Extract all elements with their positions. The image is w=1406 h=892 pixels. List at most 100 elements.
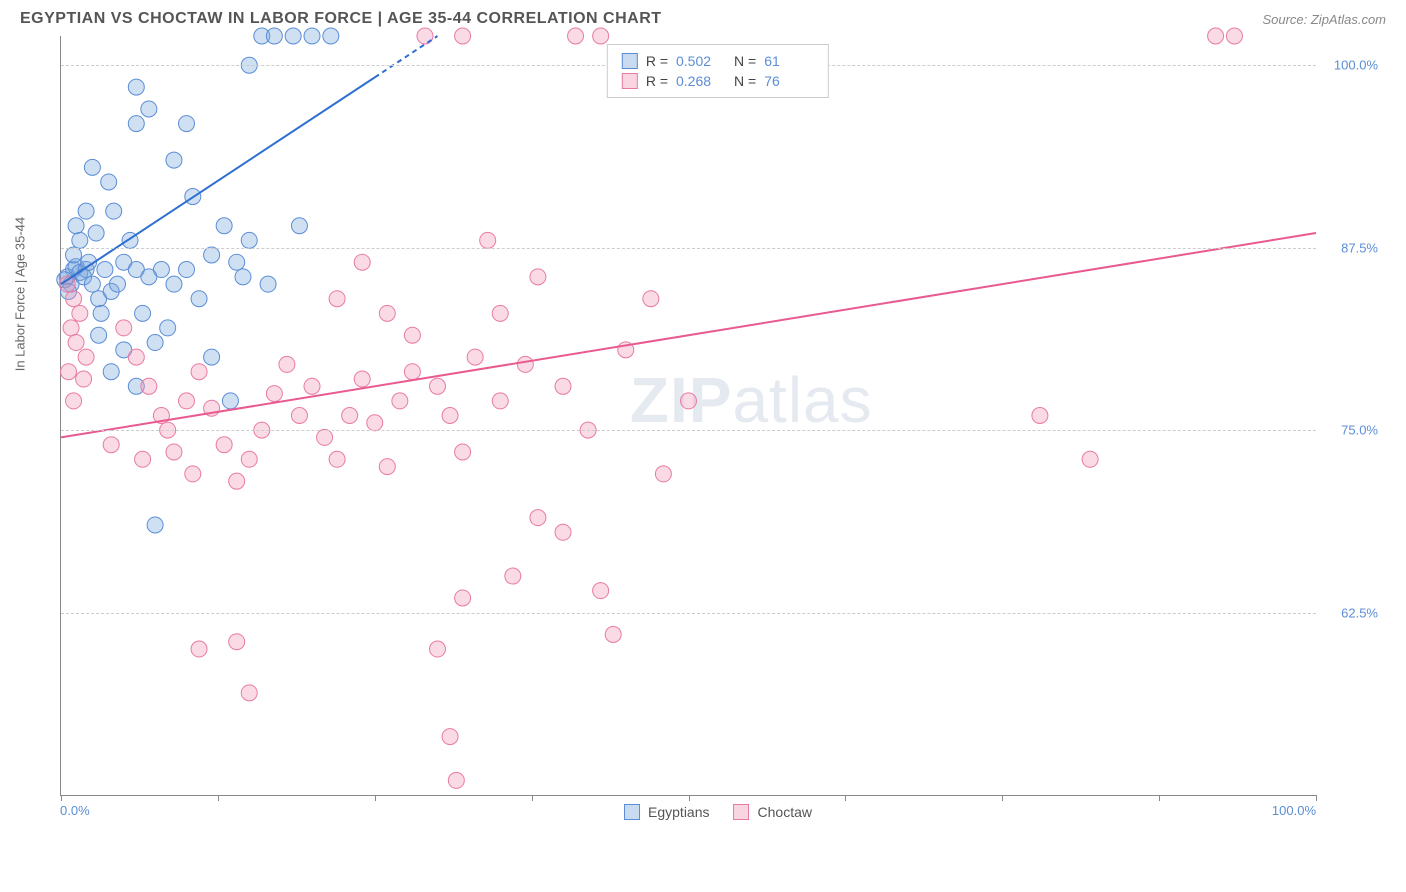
legend-n-value: 76 xyxy=(764,73,814,89)
chart-container: In Labor Force | Age 35-44 ZIPatlas R =0… xyxy=(50,36,1386,846)
data-point xyxy=(135,451,151,467)
data-point xyxy=(1208,28,1224,44)
scatter-plot xyxy=(61,36,1316,795)
data-point xyxy=(204,247,220,263)
data-point xyxy=(241,685,257,701)
data-point xyxy=(492,393,508,409)
data-point xyxy=(147,335,163,351)
data-point xyxy=(191,364,207,380)
data-point xyxy=(84,159,100,175)
data-point xyxy=(430,641,446,657)
data-point xyxy=(78,349,94,365)
x-tick xyxy=(1002,795,1003,801)
data-point xyxy=(379,305,395,321)
data-point xyxy=(66,291,82,307)
data-point xyxy=(191,291,207,307)
data-point xyxy=(76,371,92,387)
data-point xyxy=(185,466,201,482)
data-point xyxy=(367,415,383,431)
legend-swatch xyxy=(622,53,638,69)
data-point xyxy=(128,116,144,132)
data-point xyxy=(116,320,132,336)
data-point xyxy=(141,378,157,394)
data-point xyxy=(1226,28,1242,44)
data-point xyxy=(191,641,207,657)
data-point xyxy=(430,378,446,394)
gridline xyxy=(61,613,1316,614)
data-point xyxy=(84,276,100,292)
legend-label: Choctaw xyxy=(758,804,812,820)
x-axis-start-label: 0.0% xyxy=(60,803,90,818)
data-point xyxy=(530,269,546,285)
chart-header: EGYPTIAN VS CHOCTAW IN LABOR FORCE | AGE… xyxy=(0,0,1406,36)
data-point xyxy=(285,28,301,44)
legend-stats: R =0.502N =61R =0.268N =76 xyxy=(607,44,829,98)
data-point xyxy=(61,364,77,380)
data-point xyxy=(304,28,320,44)
plot-area: ZIPatlas xyxy=(60,36,1316,796)
data-point xyxy=(68,335,84,351)
legend-n-value: 61 xyxy=(764,53,814,69)
x-tick xyxy=(1159,795,1160,801)
trend-line-dashed xyxy=(375,36,438,77)
data-point xyxy=(568,28,584,44)
data-point xyxy=(593,583,609,599)
data-point xyxy=(517,356,533,372)
data-point xyxy=(643,291,659,307)
chart-title: EGYPTIAN VS CHOCTAW IN LABOR FORCE | AGE… xyxy=(20,10,662,28)
data-point xyxy=(467,349,483,365)
data-point xyxy=(68,218,84,234)
data-point xyxy=(448,772,464,788)
legend-n-label: N = xyxy=(734,73,756,89)
data-point xyxy=(291,218,307,234)
data-point xyxy=(329,451,345,467)
y-tick-label: 87.5% xyxy=(1341,240,1378,255)
data-point xyxy=(72,232,88,248)
legend-swatch xyxy=(622,73,638,89)
data-point xyxy=(1032,408,1048,424)
data-point xyxy=(179,262,195,278)
data-point xyxy=(266,386,282,402)
data-point xyxy=(555,378,571,394)
data-point xyxy=(392,393,408,409)
y-axis-label: In Labor Force | Age 35-44 xyxy=(13,217,28,371)
data-point xyxy=(147,517,163,533)
data-point xyxy=(229,634,245,650)
data-point xyxy=(266,28,282,44)
data-point xyxy=(442,729,458,745)
data-point xyxy=(304,378,320,394)
y-tick-label: 75.0% xyxy=(1341,423,1378,438)
data-point xyxy=(128,79,144,95)
data-point xyxy=(329,291,345,307)
data-point xyxy=(1082,451,1098,467)
y-tick-label: 100.0% xyxy=(1334,58,1378,73)
x-tick xyxy=(61,795,62,801)
data-point xyxy=(88,225,104,241)
data-point xyxy=(229,473,245,489)
data-point xyxy=(455,28,471,44)
data-point xyxy=(354,371,370,387)
x-tick xyxy=(218,795,219,801)
chart-source: Source: ZipAtlas.com xyxy=(1262,12,1386,27)
data-point xyxy=(291,408,307,424)
data-point xyxy=(153,262,169,278)
data-point xyxy=(66,247,82,263)
data-point xyxy=(404,364,420,380)
data-point xyxy=(222,393,238,409)
data-point xyxy=(204,349,220,365)
x-tick xyxy=(689,795,690,801)
legend-swatch xyxy=(624,804,640,820)
data-point xyxy=(179,393,195,409)
x-tick xyxy=(845,795,846,801)
data-point xyxy=(593,28,609,44)
x-tick xyxy=(1316,795,1317,801)
data-point xyxy=(505,568,521,584)
gridline xyxy=(61,430,1316,431)
x-axis-end-label: 100.0% xyxy=(1272,803,1316,818)
data-point xyxy=(530,510,546,526)
data-point xyxy=(93,305,109,321)
x-tick xyxy=(375,795,376,801)
y-tick-label: 62.5% xyxy=(1341,605,1378,620)
data-point xyxy=(106,203,122,219)
data-point xyxy=(235,269,251,285)
